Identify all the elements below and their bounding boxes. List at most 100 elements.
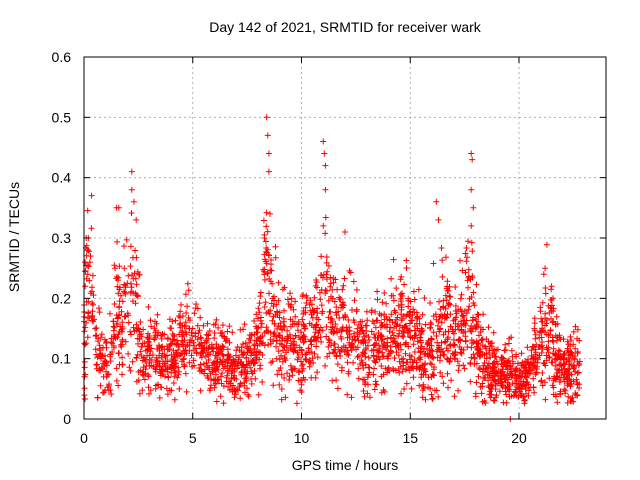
data-point bbox=[331, 341, 338, 347]
data-point bbox=[374, 296, 381, 303]
data-point bbox=[95, 305, 102, 312]
data-point bbox=[428, 391, 435, 398]
data-point bbox=[373, 340, 380, 347]
data-point bbox=[502, 341, 509, 348]
data-point bbox=[256, 300, 263, 307]
data-point bbox=[481, 351, 488, 358]
data-point bbox=[477, 366, 484, 373]
data-point bbox=[93, 325, 100, 331]
data-point bbox=[434, 354, 441, 361]
data-point bbox=[281, 375, 288, 381]
data-point bbox=[442, 292, 449, 299]
data-point bbox=[135, 377, 142, 384]
data-point bbox=[362, 322, 369, 329]
data-point bbox=[356, 331, 363, 338]
data-point bbox=[241, 321, 248, 328]
data-point bbox=[133, 281, 140, 288]
data-point bbox=[525, 361, 532, 368]
data-point bbox=[82, 396, 88, 402]
data-point bbox=[513, 386, 519, 393]
data-point bbox=[537, 328, 543, 335]
data-point bbox=[128, 168, 135, 175]
data-point bbox=[538, 315, 545, 322]
data-point bbox=[427, 300, 434, 306]
data-point bbox=[279, 347, 286, 354]
data-point bbox=[315, 330, 322, 336]
data-point bbox=[88, 225, 95, 232]
data-point bbox=[441, 339, 448, 346]
data-point bbox=[182, 347, 189, 353]
chart-title: Day 142 of 2021, SRMTID for receiver war… bbox=[209, 19, 482, 35]
data-point bbox=[515, 381, 522, 387]
data-point bbox=[245, 358, 252, 365]
data-point bbox=[439, 257, 446, 264]
data-point bbox=[416, 355, 422, 362]
data-point bbox=[163, 366, 170, 373]
data-point bbox=[443, 297, 450, 304]
data-point bbox=[422, 321, 429, 328]
data-point bbox=[146, 390, 152, 397]
data-point bbox=[279, 326, 286, 333]
data-point bbox=[121, 265, 128, 272]
data-point bbox=[373, 317, 380, 324]
data-point bbox=[443, 345, 450, 352]
data-point bbox=[204, 335, 211, 342]
data-point bbox=[155, 381, 162, 388]
data-point bbox=[460, 347, 467, 353]
data-point bbox=[139, 357, 146, 364]
data-point bbox=[254, 325, 260, 332]
data-point bbox=[525, 370, 532, 377]
data-point bbox=[82, 324, 89, 331]
data-point bbox=[82, 371, 89, 378]
data-point bbox=[284, 333, 291, 340]
data-point bbox=[329, 295, 336, 302]
data-point bbox=[464, 254, 470, 261]
data-point bbox=[467, 378, 474, 385]
data-point bbox=[183, 350, 190, 357]
data-point bbox=[280, 322, 287, 329]
data-point bbox=[516, 367, 523, 374]
data-point bbox=[317, 296, 324, 303]
data-point bbox=[503, 399, 510, 406]
data-point bbox=[566, 358, 573, 365]
data-point bbox=[145, 330, 151, 337]
data-point bbox=[278, 396, 285, 403]
data-point bbox=[327, 309, 333, 315]
data-point bbox=[152, 385, 159, 392]
data-point bbox=[574, 392, 581, 398]
data-point bbox=[430, 260, 437, 267]
data-point bbox=[548, 305, 554, 312]
data-point bbox=[137, 348, 144, 355]
data-point bbox=[321, 150, 328, 157]
data-point bbox=[303, 300, 310, 306]
data-point bbox=[485, 324, 492, 331]
data-point bbox=[170, 347, 177, 354]
data-point bbox=[234, 344, 241, 350]
data-point bbox=[407, 333, 413, 340]
data-point bbox=[308, 311, 315, 318]
data-point bbox=[388, 311, 395, 318]
data-point bbox=[201, 339, 208, 346]
data-point bbox=[138, 343, 145, 350]
data-point bbox=[202, 366, 208, 373]
data-point bbox=[223, 374, 230, 381]
data-point bbox=[266, 252, 272, 259]
data-point bbox=[256, 309, 263, 316]
data-point bbox=[436, 328, 443, 335]
data-point bbox=[185, 287, 192, 294]
data-point bbox=[433, 198, 440, 205]
data-point bbox=[505, 340, 512, 347]
data-point bbox=[257, 362, 264, 369]
data-point bbox=[567, 378, 574, 385]
data-point bbox=[130, 289, 136, 296]
data-point bbox=[522, 373, 529, 380]
data-point bbox=[231, 394, 238, 401]
data-point bbox=[194, 322, 201, 329]
data-point bbox=[504, 379, 511, 386]
data-point bbox=[334, 329, 341, 336]
data-point bbox=[89, 284, 95, 291]
data-point bbox=[410, 306, 417, 313]
data-point bbox=[332, 321, 339, 328]
data-point bbox=[496, 388, 503, 395]
data-point bbox=[406, 311, 413, 318]
